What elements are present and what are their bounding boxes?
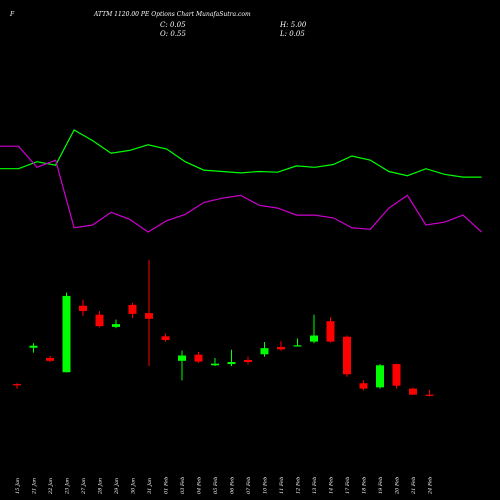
x-tick-label: 03 Feb [180,477,186,494]
x-tick-label: 28 Jan [98,478,104,495]
candle-9 [161,333,170,342]
candle-body [112,324,120,327]
candle-24 [409,387,417,395]
candle-5 [95,311,104,328]
candle-20 [343,335,351,377]
x-tick-label: 27 Jan [81,478,87,495]
candle-14 [244,356,252,365]
x-tick-label: 24 Feb [428,477,434,495]
candle-body [277,346,285,350]
x-tick-label: 06 Feb [230,477,236,494]
candle-body [62,295,71,373]
candle-7 [128,302,137,318]
x-tick-label: 12 Feb [296,477,302,494]
candle-body [244,360,252,363]
candle-body [227,362,236,365]
chart-header: F ATTM 1120.00 PE Options Chart MunafaSu… [9,11,307,38]
candle-body [128,304,137,314]
chart-title: ATTM 1120.00 PE Options Chart MunafaSutr… [93,11,251,18]
candle-11 [194,351,203,363]
x-tick-label: 11 Feb [279,477,285,494]
candle-body [29,345,38,348]
candle-15 [260,342,269,357]
x-tick-label: 31 Jan [147,478,153,494]
candle-body [194,354,203,362]
candle-body [161,336,170,340]
x-tick-label: 29 Jan [114,478,120,495]
candle-6 [112,319,120,329]
x-tick-label: 10 Feb [263,477,269,494]
high-value: H: 5.00 [279,21,307,29]
candle-1 [29,343,38,353]
candle-body [392,364,401,386]
candle-3 [62,292,71,373]
x-tick-label: 01 Feb [164,477,170,494]
candle-body [260,348,269,355]
candle-19 [326,317,335,343]
candle-12 [211,357,219,367]
x-tick-label: 13 Feb [312,477,318,494]
candle-0 [13,383,21,389]
x-tick-label: 21 Jan [32,478,38,495]
candle-body [13,384,21,386]
symbol-label: F [9,11,15,18]
candle-body [95,314,104,327]
x-tick-label: 05 Feb [213,477,219,494]
candle-17 [293,338,302,347]
candle-body [359,383,368,389]
x-tick-label: 22 Jan [48,478,54,495]
candle-body [79,305,87,312]
candle-body [326,321,335,342]
indicator-line-1 [0,145,482,233]
indicator-line-0 [0,129,482,178]
candle-body [46,357,54,361]
candle-body [425,394,434,396]
candle-body [310,335,318,342]
candle-23 [392,363,401,389]
candle-18 [310,314,318,344]
candle-13 [227,349,236,367]
x-tick-label: 17 Feb [345,477,351,494]
x-tick-label: 07 Feb [246,477,252,494]
candle-8 [145,260,153,367]
x-tick-label: 14 Feb [329,477,335,494]
candle-25 [425,389,434,397]
candle-body [343,336,351,375]
low-value: L: 0.05 [279,30,305,38]
x-tick-label: 20 Feb [395,477,401,495]
x-tick-label: 23 Jan [65,478,71,495]
candlesticks [13,260,434,397]
candle-body [145,313,153,319]
x-tick-label: 19 Feb [378,477,384,494]
candle-2 [46,355,54,363]
x-tick-label: 30 Jan [131,478,137,494]
x-tick-label: 21 Feb [411,477,417,495]
candle-10 [178,350,186,381]
candle-4 [79,299,87,316]
candle-16 [277,341,285,351]
x-tick-label: 15 Jan [15,478,21,494]
candle-body [376,365,384,388]
candle-body [211,363,219,366]
x-tick-label: 04 Feb [197,477,203,494]
open-value: O: 0.55 [160,30,186,38]
candle-21 [359,380,368,391]
x-tick-label: 18 Feb [362,477,368,494]
candle-22 [376,364,384,389]
indicator-lines [0,129,482,233]
close-value: C: 0.05 [160,21,186,29]
x-axis-ticks: 15 Jan 21 Jan 22 Jan 23 Jan 27 Jan 28 Jan 29 J… [15,477,434,495]
candle-body [293,345,302,347]
candle-body [178,355,186,361]
candle-body [409,388,417,395]
